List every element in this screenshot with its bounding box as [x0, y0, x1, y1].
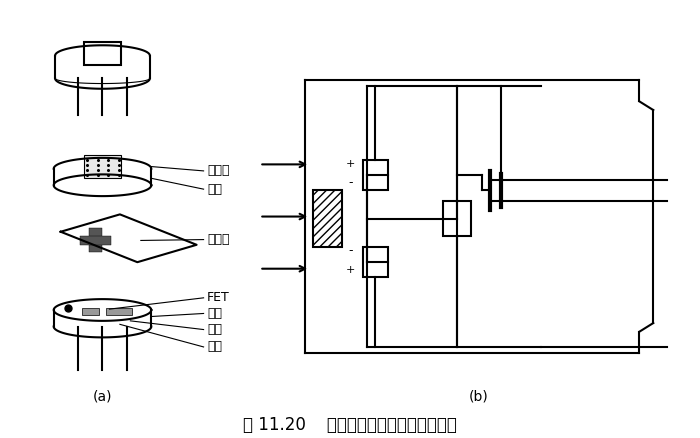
Text: (a): (a) [92, 390, 112, 404]
Text: -: - [349, 176, 353, 189]
Text: FET: FET [207, 291, 230, 304]
Text: 敏感元: 敏感元 [207, 233, 230, 246]
Bar [85, 42, 120, 65]
Text: 图 11.20    热释电人体红外传感器的结构: 图 11.20 热释电人体红外传感器的结构 [243, 416, 457, 434]
Bar [363, 160, 388, 191]
Text: +: + [346, 159, 356, 170]
Bar [363, 247, 388, 277]
Text: 引线: 引线 [207, 340, 222, 353]
Bar [313, 191, 342, 247]
Text: -: - [349, 244, 353, 258]
Bar [80, 236, 111, 245]
Bar [443, 201, 471, 236]
Text: (b): (b) [469, 390, 489, 404]
Bar [85, 155, 120, 178]
Bar [82, 308, 99, 315]
Text: +: + [346, 265, 356, 275]
Text: 管座: 管座 [207, 307, 222, 320]
Text: 滤光片: 滤光片 [207, 164, 230, 177]
Bar [88, 229, 102, 252]
Text: 管帽: 管帽 [207, 183, 222, 196]
Bar [106, 308, 132, 315]
Text: 高阻: 高阻 [207, 323, 222, 336]
